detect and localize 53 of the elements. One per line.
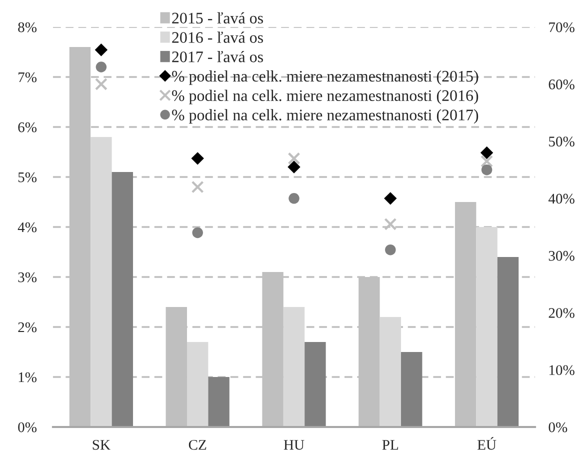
point [480, 155, 494, 168]
point [94, 43, 108, 56]
point [385, 244, 396, 256]
y-tick-label: 3% [18, 272, 37, 282]
point [480, 146, 494, 160]
point [288, 193, 300, 204]
bar [497, 257, 519, 427]
y-tick-label: 0% [18, 422, 37, 432]
bar [304, 342, 326, 427]
y2-tick-label: 70% [549, 22, 574, 32]
point [96, 62, 107, 72]
x-tick-label: HU [284, 440, 304, 450]
point [384, 218, 397, 230]
bar [208, 377, 230, 427]
x-tick-label: CZ [188, 440, 206, 450]
y-tick-label: 1% [18, 372, 37, 382]
legend-label: 2016 - ľavá os [172, 32, 263, 43]
x-tick-label: EÚ [478, 437, 496, 450]
point [191, 180, 204, 194]
legend-label: 2017 - ľavá os [172, 51, 263, 62]
bar [90, 137, 112, 427]
legend-label: 2015 - ľavá os [172, 12, 263, 24]
y-tick-label: 6% [18, 122, 37, 132]
y-tick-label: 2% [18, 322, 37, 332]
x-tick-label: PL [382, 440, 398, 450]
y2-tick-label: 60% [548, 80, 574, 90]
y2-tick-label: 40% [548, 194, 574, 204]
y-tick-label: 8% [18, 22, 37, 32]
bar [283, 307, 305, 427]
point [288, 160, 300, 174]
bar [380, 317, 402, 427]
y2-tick-label: 20% [548, 308, 574, 318]
bar [476, 227, 498, 427]
y2-tick-label: 50% [549, 136, 574, 147]
legend-label: % podiel na celk. miere nezamestnanosti (2015) [172, 70, 478, 85]
y2-tick-label: 30% [548, 250, 574, 261]
point [192, 227, 203, 238]
y-tick-label: 4% [18, 222, 37, 232]
x-tick-label: SK [92, 440, 110, 450]
bar [401, 352, 422, 427]
y-tick-label: 5% [18, 172, 37, 182]
point [191, 152, 204, 165]
bar [112, 172, 134, 427]
legend-label: % podiel na celk. miere nezamestnanosti (2017) [172, 109, 478, 124]
y2-tick-label: 0% [548, 422, 568, 432]
point [94, 78, 108, 90]
point [481, 164, 492, 176]
point [288, 152, 300, 165]
legend-label: % podiel na celk. miere nezamestnanosti (2016) [172, 90, 478, 104]
y2-tick-label: 10% [549, 365, 574, 376]
bar [186, 342, 208, 427]
point [384, 192, 397, 205]
y-tick-label: 7% [18, 72, 37, 82]
